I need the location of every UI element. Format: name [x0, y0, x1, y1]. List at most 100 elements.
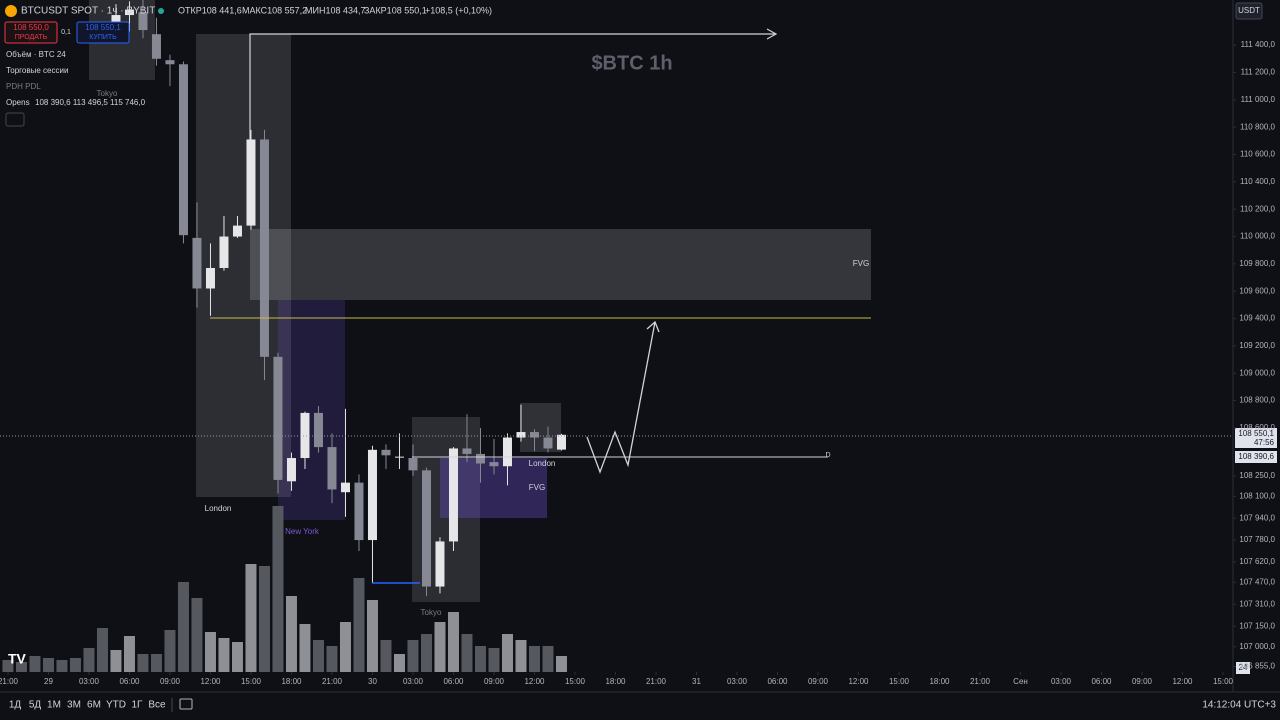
- sell-label: ПРОДАТЬ: [15, 34, 48, 41]
- candle-body: [462, 448, 472, 454]
- candle-body: [529, 432, 539, 438]
- annotation: D: [825, 452, 830, 459]
- volume-bar: [528, 646, 540, 672]
- marks: [2, 0, 567, 672]
- volume-bar: [123, 636, 135, 672]
- volume-bar: [272, 506, 284, 672]
- y-tick-label: 110 400,0: [1240, 177, 1276, 186]
- volume-bar: [42, 658, 54, 672]
- range-button[interactable]: 1М: [47, 700, 61, 711]
- volume-bar: [366, 600, 378, 672]
- x-tick-label: 29: [44, 677, 53, 686]
- range-button[interactable]: YTD: [106, 700, 126, 711]
- y-tick-label: 109 600,0: [1239, 286, 1275, 295]
- volume-bar: [393, 654, 405, 672]
- volume-bar: [191, 598, 203, 672]
- y-tick-label: 110 600,0: [1240, 150, 1276, 159]
- symbol[interactable]: BTCUSDT SPOT · 1ч · BYBIT: [21, 6, 155, 17]
- y-tick-label: 107 000,0: [1239, 642, 1275, 651]
- candle-body: [313, 412, 323, 448]
- x-tick-label: 15:00: [1213, 677, 1234, 686]
- range-button[interactable]: 6М: [87, 700, 101, 711]
- y-tick-label: 107 620,0: [1239, 557, 1275, 566]
- volume-bar: [231, 642, 243, 672]
- currency-button[interactable]: [1235, 2, 1263, 20]
- candle-body: [489, 462, 499, 467]
- range-button[interactable]: 5Д: [29, 700, 42, 711]
- ohlc-low: МИН108 434,7: [305, 5, 366, 15]
- x-tick-label: 09:00: [808, 677, 829, 686]
- status-dot: [158, 8, 164, 14]
- range-button[interactable]: 3М: [67, 700, 81, 711]
- volume-tag-label: 24: [1239, 663, 1248, 672]
- candle-body: [300, 412, 310, 459]
- opens-label[interactable]: Opens: [6, 98, 30, 107]
- ohlc-change: +108,5 (+0,10%): [425, 5, 492, 15]
- x-tick-label: 03:00: [403, 677, 424, 686]
- sell-button[interactable]: [4, 21, 58, 44]
- volume-bar: [501, 634, 513, 672]
- candle-body: [273, 356, 283, 480]
- x-tick-label: 21:00: [0, 677, 19, 686]
- x-tick-label: 18:00: [605, 677, 626, 686]
- indicator[interactable]: Торговые сессии: [6, 66, 68, 75]
- y-tick-label: 109 200,0: [1239, 341, 1275, 350]
- candle-body: [354, 482, 364, 541]
- candle-body: [124, 9, 134, 16]
- x-tick-label: 30: [368, 677, 377, 686]
- annotation: New York: [285, 527, 320, 536]
- candle-body: [219, 236, 229, 268]
- goto-date-button[interactable]: [179, 698, 193, 710]
- volume-bar: [164, 630, 176, 672]
- candle-body: [516, 432, 526, 438]
- x-tick-label: 12:00: [1172, 677, 1193, 686]
- volume-bar: [285, 596, 297, 672]
- y-tick-label: 109 400,0: [1239, 314, 1275, 323]
- countdown: 47:56: [1254, 438, 1275, 447]
- volume-bar: [2, 660, 14, 672]
- buy-price: 108 550,1: [85, 23, 121, 32]
- x-tick-label: 06:00: [767, 677, 788, 686]
- collapse-button[interactable]: [5, 112, 25, 127]
- x-tick-label: 03:00: [727, 677, 748, 686]
- price-tag-label: 108 390,6: [1238, 452, 1274, 461]
- volume-bar: [15, 662, 27, 672]
- candle-body: [327, 447, 337, 490]
- candle-body: [502, 437, 512, 467]
- arrow-line: [249, 33, 776, 140]
- candle-body: [111, 15, 121, 24]
- range-button[interactable]: 1Г: [132, 700, 144, 711]
- indicator[interactable]: PDH PDL: [6, 82, 41, 91]
- candle-body: [151, 34, 161, 59]
- indicator[interactable]: Объём · BTC 24: [6, 50, 66, 59]
- y-tick-label: 109 800,0: [1239, 259, 1275, 268]
- range-button[interactable]: 1Д: [9, 700, 22, 711]
- x-tick-label: 06:00: [119, 677, 140, 686]
- candle-body: [421, 470, 431, 587]
- volume-bar: [407, 640, 419, 672]
- x-tick-label: 15:00: [565, 677, 586, 686]
- sell-price: 108 550,0: [13, 23, 49, 32]
- range-button[interactable]: Все: [148, 700, 166, 711]
- y-tick-label: 111 200,0: [1241, 68, 1276, 77]
- y-tick-label: 107 470,0: [1239, 578, 1275, 587]
- x-tick-label: 18:00: [281, 677, 302, 686]
- x-tick-label: 06:00: [1091, 677, 1112, 686]
- volume-bar: [110, 650, 122, 672]
- fvg-zone: [250, 229, 871, 300]
- projection-head: [646, 320, 660, 333]
- price-tag: [1235, 451, 1277, 463]
- candle-body: [232, 225, 242, 237]
- volume-bar: [555, 656, 567, 672]
- buy-button[interactable]: [76, 21, 130, 44]
- volume-bar: [434, 622, 446, 672]
- annotation: London: [529, 459, 556, 468]
- y-tick-label: 111 400,0: [1241, 40, 1276, 49]
- candle-body: [192, 237, 202, 289]
- x-tick-label: 12:00: [524, 677, 545, 686]
- volume-bar: [474, 646, 486, 672]
- volume-bar: [542, 646, 554, 672]
- x-tick-label: 09:00: [1132, 677, 1153, 686]
- y-tick-label: 110 800,0: [1240, 122, 1276, 131]
- volume-bar: [96, 628, 108, 672]
